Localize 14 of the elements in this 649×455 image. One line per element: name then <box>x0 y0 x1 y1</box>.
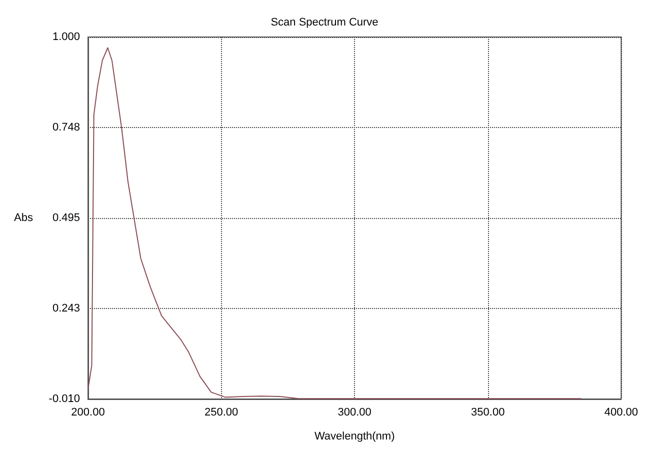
y-axis-title: Abs <box>14 212 34 224</box>
chart-title: Scan Spectrum Curve <box>270 16 378 28</box>
x-tick-label: 350.00 <box>471 406 505 418</box>
x-tick-label: 400.00 <box>604 406 638 418</box>
y-tick-label: 0.748 <box>52 121 80 134</box>
y-tick-label: 0.495 <box>52 212 80 224</box>
y-tick-label: 0.243 <box>52 302 80 314</box>
y-tick-label: -0.010 <box>48 393 80 405</box>
y-tick-label: 1.000 <box>52 31 80 43</box>
x-axis-title: Wavelength(nm) <box>314 430 395 442</box>
line-series <box>88 47 582 400</box>
x-tick-label: 300.00 <box>338 406 372 418</box>
x-tick-label: 200.00 <box>71 406 105 418</box>
x-tick-label: 250.00 <box>204 406 238 418</box>
